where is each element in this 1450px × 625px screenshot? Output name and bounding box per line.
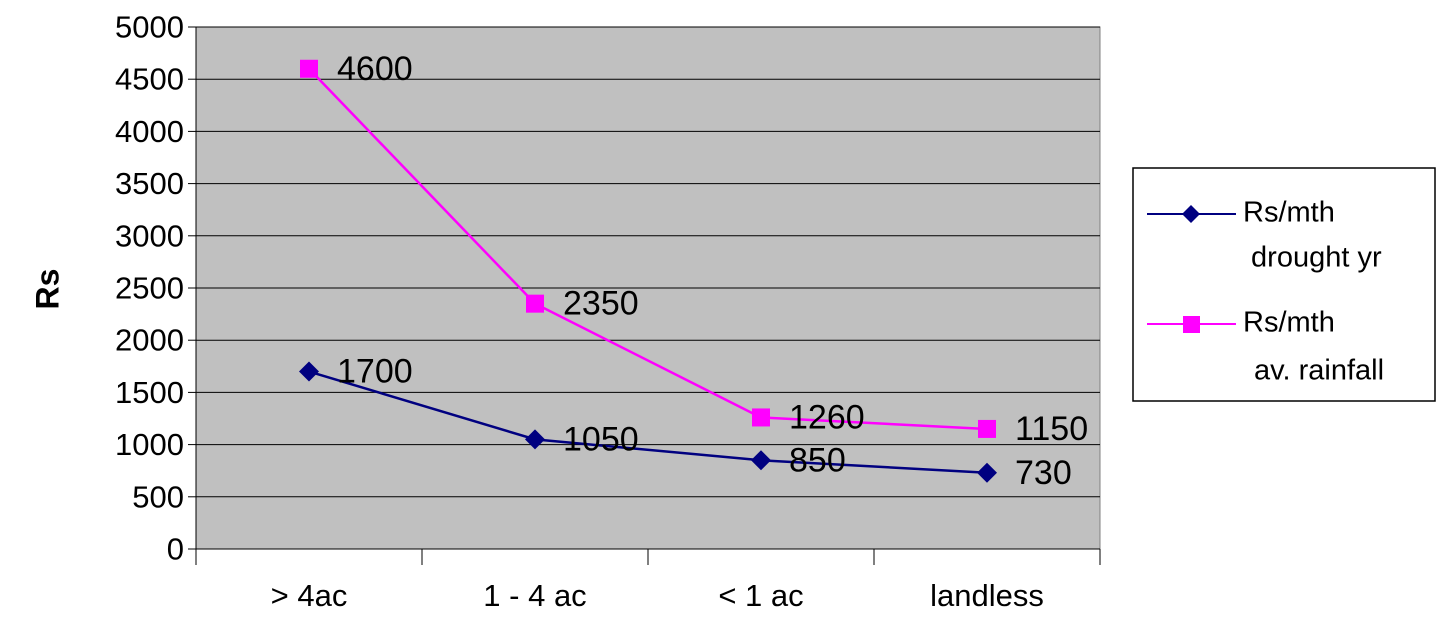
data-point-square [300,59,318,78]
series-line-0 [308,370,988,475]
x-tick-label: > 4ac [271,578,348,613]
x-tick-label: landless [930,578,1044,613]
legend-box [1132,167,1436,402]
legend-label-rainfall-line1: Rs/mth [1243,307,1335,339]
axes: 0 500 1000 1500 2000 2500 3000 3500 4000 4500 5000… [115,10,1101,613]
y-tick-label: 0 [167,532,184,567]
data-point-diamond [977,462,997,483]
y-axis-title: Rs [29,269,65,310]
gridlines [196,26,1100,498]
y-tick-label: 1500 [115,375,184,410]
series-group [299,59,997,483]
data-point-diamond [299,361,319,382]
legend: Rs/mth drought yr Rs/mth av. rainfall [1132,167,1436,402]
legend-label-rainfall-line2: av. rainfall [1254,355,1384,387]
data-point-square [526,294,544,313]
data-label: 1260 [789,398,865,436]
legend-label-drought-line2: drought yr [1243,242,1382,274]
data-label: 1150 [1015,410,1088,448]
legend-square-marker [1183,316,1200,333]
y-tick-label: 4500 [115,62,184,97]
y-tick-label: 5000 [115,10,184,45]
y-tick-label: 1000 [115,427,184,462]
legend-label-drought-line1: Rs/mth [1243,197,1335,229]
data-label: 4600 [337,50,413,88]
y-tick-label: 4000 [115,114,184,149]
data-label: 850 [789,441,846,479]
x-tick-label: < 1 ac [718,578,803,613]
series-line-1 [308,67,988,431]
y-tick-label: 2500 [115,271,184,306]
data-labels: 1700 1050 850 730 4600 2350 1260 1150 [337,50,1088,492]
data-label: 1700 [337,353,413,391]
data-point-square [978,419,996,438]
y-tick-label: 500 [132,479,184,514]
data-label: 2350 [563,285,639,323]
y-tick-label: 3000 [115,218,184,253]
x-tick-label: 1 - 4 ac [483,578,586,613]
data-point-diamond [751,450,771,471]
data-label: 1050 [563,420,639,458]
data-point-diamond [525,429,545,450]
data-point-square [752,408,770,427]
data-label: 730 [1015,454,1072,492]
legend-diamond-marker [1182,205,1200,223]
y-tick-label: 3500 [115,166,184,201]
y-tick-label: 2000 [115,323,184,358]
